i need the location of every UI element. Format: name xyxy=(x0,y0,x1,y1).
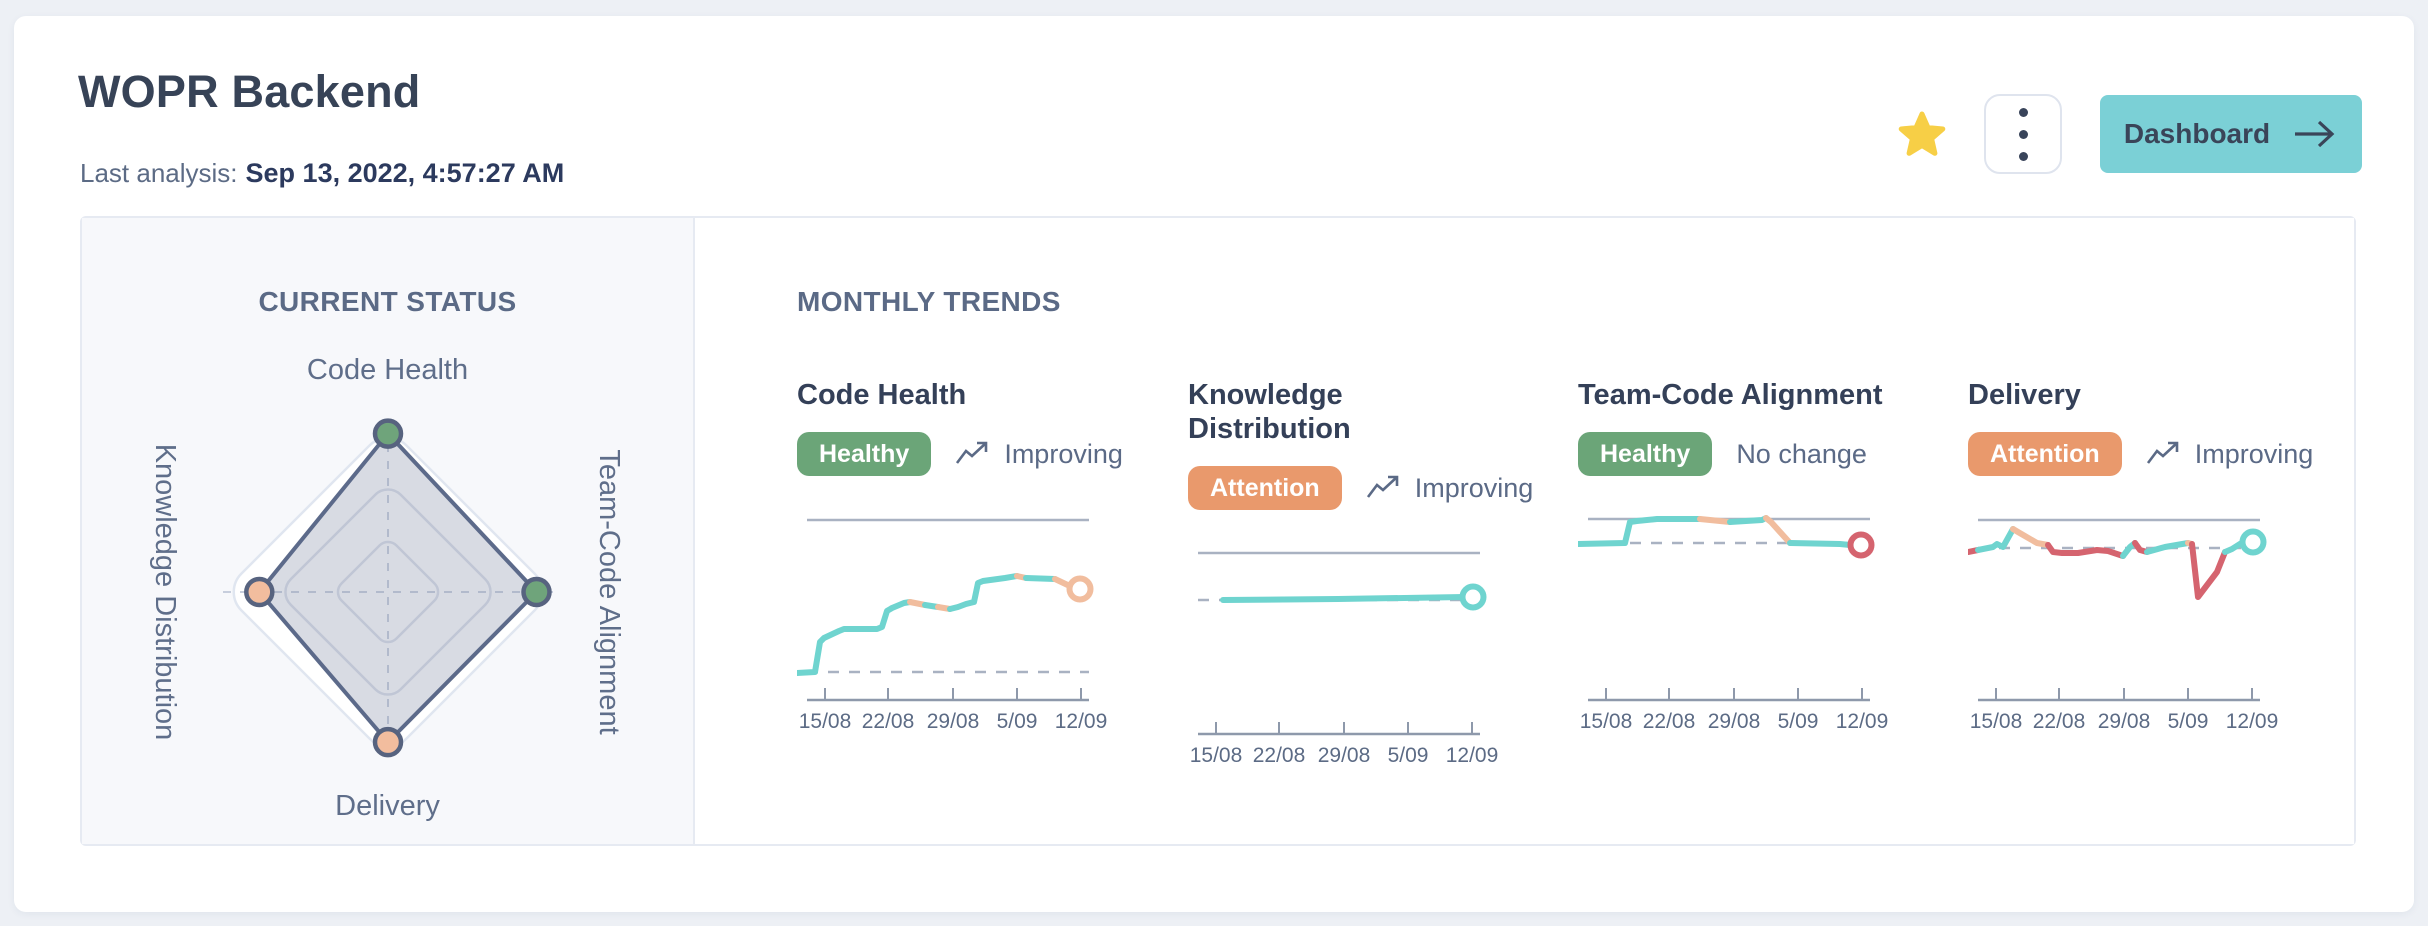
svg-text:5/09: 5/09 xyxy=(997,710,1038,733)
radar-axis-label-delivery: Delivery xyxy=(335,790,440,822)
current-status-heading: CURRENT STATUS xyxy=(258,286,517,317)
svg-text:22/08: 22/08 xyxy=(1643,710,1696,733)
trending-up-icon xyxy=(1366,475,1399,498)
project-card: WOPR Backend Last analysis: Sep 13, 2022,… xyxy=(14,16,2414,912)
dashboard-button-label: Dashboard xyxy=(2123,118,2271,149)
favorite-star-button[interactable] xyxy=(1898,110,1946,158)
svg-text:12/09: 12/09 xyxy=(1836,710,1889,733)
header-actions: Dashboard xyxy=(1898,94,2362,174)
trend-indicator: No change xyxy=(1736,439,1867,470)
trend-indicator: Improving xyxy=(2146,438,2314,470)
dashboard-button[interactable]: Dashboard xyxy=(2100,95,2362,173)
svg-text:5/09: 5/09 xyxy=(1778,710,1819,733)
radar-axis-label-code-health: Code Health xyxy=(306,354,469,386)
trend-title: Code Health xyxy=(797,379,967,411)
svg-text:12/09: 12/09 xyxy=(1446,744,1499,767)
trend-title: Knowledge Distribution xyxy=(1188,379,1351,445)
status-badge: Healthy xyxy=(1578,432,1713,476)
trend-label: No change xyxy=(1736,438,1867,469)
radar-chart xyxy=(223,418,553,758)
star-icon xyxy=(1898,111,1946,156)
trending-up-icon xyxy=(2146,441,2179,464)
status-badge: Healthy xyxy=(797,432,932,476)
svg-text:29/08: 29/08 xyxy=(1708,710,1761,733)
status-badge: Attention xyxy=(1968,432,2122,476)
current-status-section: CURRENT STATUS Code Health Team-Code Ali… xyxy=(82,218,695,844)
last-analysis: Last analysis: Sep 13, 2022, 4:57:27 AM xyxy=(80,158,564,189)
status-badge: Attention xyxy=(1188,466,1342,510)
status-panel: CURRENT STATUS Code Health Team-Code Ali… xyxy=(80,216,2356,846)
trend-title: Team-Code Alignment xyxy=(1578,379,1883,411)
kebab-menu-button[interactable] xyxy=(1984,94,2062,174)
svg-text:15/08: 15/08 xyxy=(1190,744,1243,767)
sparkline-team-code-alignment: 15/08 22/08 29/08 5/09 12/09 xyxy=(1578,515,1889,733)
svg-text:22/08: 22/08 xyxy=(2033,710,2086,733)
svg-text:29/08: 29/08 xyxy=(2098,710,2151,733)
last-analysis-value: Sep 13, 2022, 4:57:27 AM xyxy=(245,158,565,188)
svg-text:29/08: 29/08 xyxy=(927,710,980,733)
svg-text:15/08: 15/08 xyxy=(1970,710,2023,733)
svg-text:15/08: 15/08 xyxy=(1580,710,1633,733)
radar-axis-label-team-code-alignment: Team-Code Alignment xyxy=(593,449,625,735)
trending-up-icon xyxy=(956,441,988,464)
trend-indicator: Improving xyxy=(955,439,1123,470)
trend-label: Improving xyxy=(2194,438,2314,469)
svg-text:15/08: 15/08 xyxy=(799,710,852,733)
svg-text:5/09: 5/09 xyxy=(2168,710,2209,733)
last-analysis-label: Last analysis: xyxy=(80,158,238,188)
trend-label: Improving xyxy=(1414,472,1534,503)
svg-text:29/08: 29/08 xyxy=(1318,744,1371,767)
trend-title: Delivery xyxy=(1968,379,2081,411)
sparkline-delivery: 15/08 22/08 29/08 5/09 12/09 xyxy=(1968,518,2279,733)
trend-card-delivery: Delivery Attention Improving 15/08 22/08 2… xyxy=(1968,378,2313,735)
trend-card-knowledge-distribution: Knowledge Distribution Attention Improvi… xyxy=(1188,378,1533,769)
trend-indicator: Improving xyxy=(1366,472,1534,504)
page-title: WOPR Backend xyxy=(78,66,421,117)
kebab-menu-icon xyxy=(2018,107,2028,161)
trend-label: Improving xyxy=(1004,438,1123,469)
monthly-trends-section: MONTHLY TRENDS Code Health Healthy Impro… xyxy=(695,218,2354,844)
sparkline-code-health: 15/08 22/08 29/08 5/09 12/09 xyxy=(797,518,1108,733)
svg-text:12/09: 12/09 xyxy=(2226,710,2279,733)
svg-text:22/08: 22/08 xyxy=(1253,744,1306,767)
svg-text:22/08: 22/08 xyxy=(862,710,915,733)
trend-card-team-code-alignment: Team-Code Alignment Healthy No change 15… xyxy=(1578,378,1896,735)
svg-text:12/09: 12/09 xyxy=(1055,710,1108,733)
monthly-trends-heading: MONTHLY TRENDS xyxy=(797,286,1061,317)
trend-card-code-health: Code Health Healthy Improving 15/08 22/08… xyxy=(797,378,1123,735)
sparkline-knowledge-distribution: 15/08 22/08 29/08 5/09 12/09 xyxy=(1190,551,1499,767)
arrow-right-icon xyxy=(2295,120,2335,148)
svg-text:5/09: 5/09 xyxy=(1388,744,1429,767)
radar-axis-label-knowledge-distribution: Knowledge Distribution xyxy=(149,443,181,741)
